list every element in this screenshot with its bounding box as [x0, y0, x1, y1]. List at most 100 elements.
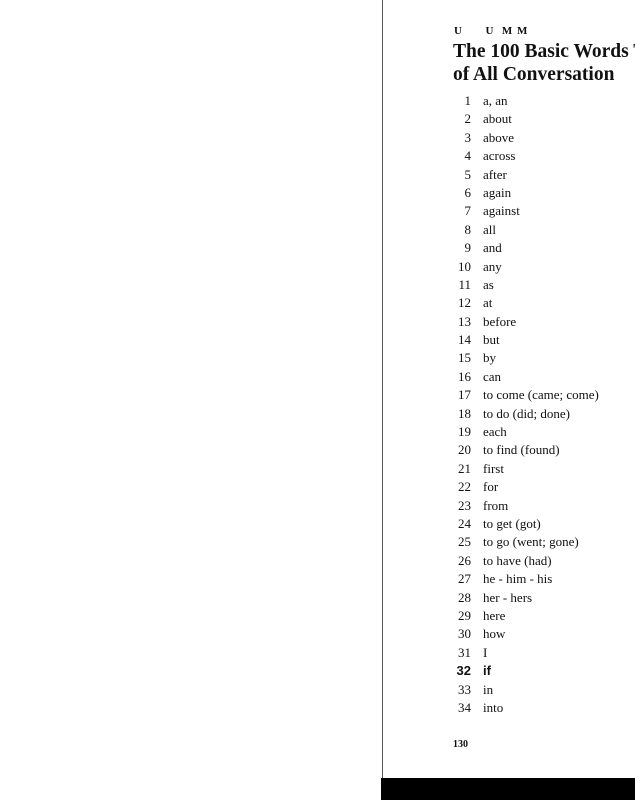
list-item: 9 and [455, 239, 599, 257]
item-word: all [483, 221, 496, 237]
list-item: 5 after [455, 166, 599, 184]
item-word: to come (came; come) [483, 387, 599, 403]
list-item: 4 across [455, 147, 599, 165]
item-word: can [483, 368, 502, 384]
item-word: here [483, 607, 506, 623]
item-word: above [483, 129, 515, 145]
item-word: against [483, 203, 520, 219]
list-item: 1 a, an [455, 92, 599, 110]
item-number: 31 [458, 644, 471, 660]
item-number: 11 [458, 276, 471, 292]
item-number: 16 [458, 368, 471, 384]
list-item: 32 if [455, 662, 599, 680]
list-item: 34 into [455, 699, 599, 717]
item-number: 34 [458, 699, 471, 715]
list-item: 33 in [455, 681, 599, 699]
item-word: if [483, 663, 491, 679]
item-number: 5 [464, 166, 472, 182]
item-number: 25 [458, 534, 471, 550]
list-item: 25 to go (went; gone) [455, 533, 599, 551]
item-number: 28 [458, 589, 471, 605]
list-item: 17 to come (came; come) [455, 386, 599, 404]
item-number: 6 [464, 184, 472, 200]
list-item: 6 again [455, 184, 599, 202]
item-word: from [483, 497, 509, 513]
list-item: 21 first [455, 460, 599, 478]
item-word: after [483, 166, 507, 182]
item-word: by [483, 350, 496, 366]
list-item: 29 here [455, 607, 599, 625]
item-number: 3 [464, 129, 472, 145]
item-number: 15 [458, 350, 471, 366]
item-number: 13 [458, 313, 471, 329]
item-number: 14 [458, 332, 471, 348]
item-number: 29 [458, 607, 471, 623]
item-word: about [483, 111, 512, 127]
list-item: 3 above [455, 129, 599, 147]
list-item: 27 he - him - his [455, 570, 599, 588]
list-item: 19 each [455, 423, 599, 441]
item-word: a, an [483, 93, 508, 108]
item-word: but [483, 332, 500, 348]
item-word: before [483, 313, 517, 329]
item-word: to have (had) [483, 552, 552, 568]
item-word: again [483, 184, 512, 200]
item-number: 12 [458, 295, 471, 311]
list-item: 31 I [455, 644, 599, 662]
page-title: The 100 Basic Words Th of All Conversati… [453, 40, 635, 86]
item-number: 32 [456, 663, 471, 679]
item-number: 20 [458, 442, 471, 458]
item-word: across [483, 148, 516, 164]
item-word: to get (got) [483, 515, 541, 531]
item-number: 1 [464, 93, 472, 108]
item-number: 7 [464, 203, 472, 219]
item-number: 30 [458, 626, 471, 642]
item-word: into [483, 699, 504, 715]
list-item: 14 but [455, 331, 599, 349]
item-number: 27 [458, 571, 471, 587]
item-word: to do (did; done) [483, 405, 571, 421]
list-item: 23 from [455, 497, 599, 515]
item-number: 33 [458, 681, 471, 697]
list-item: 24 to get (got) [455, 515, 599, 533]
list-item: 26 to have (had) [455, 552, 599, 570]
list-item: 7 against [455, 202, 599, 220]
list-item: 28 her - hers [455, 589, 599, 607]
item-number: 22 [458, 479, 471, 495]
title-line-2: of All Conversation [453, 64, 615, 85]
list-item: 18 to do (did; done) [455, 405, 599, 423]
item-word: her - hers [483, 589, 533, 605]
list-item: 8 all [455, 221, 599, 239]
item-word: and [483, 240, 502, 256]
list-item: 22 for [455, 478, 599, 496]
item-word: he - him - his [483, 571, 553, 587]
item-word: how [483, 626, 506, 642]
list-item: 15 by [455, 349, 599, 367]
item-number: 10 [458, 258, 471, 274]
item-word: at [483, 295, 493, 311]
item-word: as [483, 276, 494, 292]
item-number: 18 [458, 405, 471, 421]
item-word: to find (found) [483, 442, 560, 458]
scan-bottom-edge [381, 778, 635, 800]
item-number: 26 [458, 552, 471, 568]
item-word: for [483, 479, 499, 495]
item-number: 9 [464, 240, 472, 256]
item-word: any [483, 258, 502, 274]
list-item: 13 before [455, 313, 599, 331]
item-word: each [483, 424, 507, 440]
list-item: 11 as [455, 276, 599, 294]
list-item: 12 at [455, 294, 599, 312]
list-item: 30 how [455, 625, 599, 643]
item-number: 4 [464, 148, 472, 164]
item-number: 23 [458, 497, 471, 513]
item-word: first [483, 460, 504, 476]
running-head: U U M M [454, 25, 529, 37]
item-number: 17 [458, 387, 471, 403]
list-item: 20 to find (found) [455, 441, 599, 459]
item-number: 21 [458, 460, 471, 476]
item-number: 8 [464, 221, 472, 237]
item-word: I [483, 644, 488, 660]
item-word: to go (went; gone) [483, 534, 579, 550]
word-list: 1 a, an 2 about 3 above 4 across 5 after 6 again 7 ag… [455, 92, 599, 717]
